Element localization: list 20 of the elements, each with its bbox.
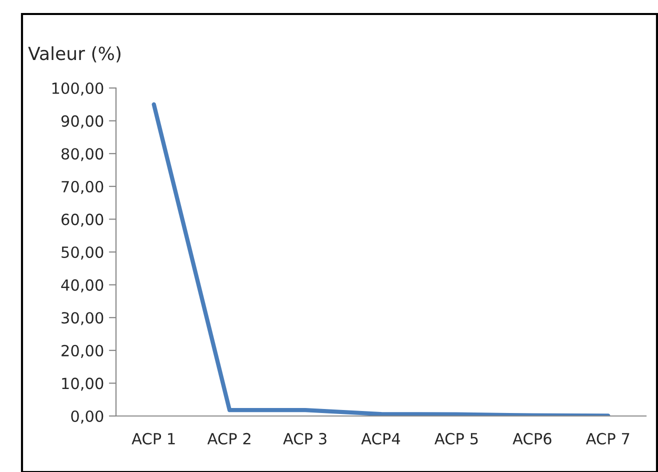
x-tick-label: ACP 3 <box>283 432 326 444</box>
x-tick-label: ACP 2 <box>207 432 250 444</box>
y-tick-label: 20,00 <box>62 344 104 358</box>
y-tick-label: 40,00 <box>61 279 104 292</box>
y-tick-label: 0,00 <box>71 410 104 424</box>
y-tick-label: 60,00 <box>62 214 104 227</box>
x-tick-label: ACP 7 <box>586 432 630 444</box>
x-tick-label: ACP 5 <box>434 432 478 444</box>
y-tick-label: 90,00 <box>61 115 104 128</box>
y-tick-label: 10,00 <box>62 378 104 391</box>
y-tick-label: 100,00 <box>52 82 104 96</box>
x-tick-label: ACP4 <box>361 432 400 444</box>
y-tick-label: 30,00 <box>62 312 104 326</box>
y-tick-label: 70,00 <box>62 180 104 194</box>
y-tick-label: 50,00 <box>62 246 104 260</box>
y-tick-label: 80,00 <box>61 148 104 162</box>
line-series <box>152 102 610 416</box>
y-axis-title: Valeur (%) <box>28 46 120 62</box>
x-tick-label: ACP6 <box>512 432 552 444</box>
x-tick-label: ACP 1 <box>132 432 175 444</box>
